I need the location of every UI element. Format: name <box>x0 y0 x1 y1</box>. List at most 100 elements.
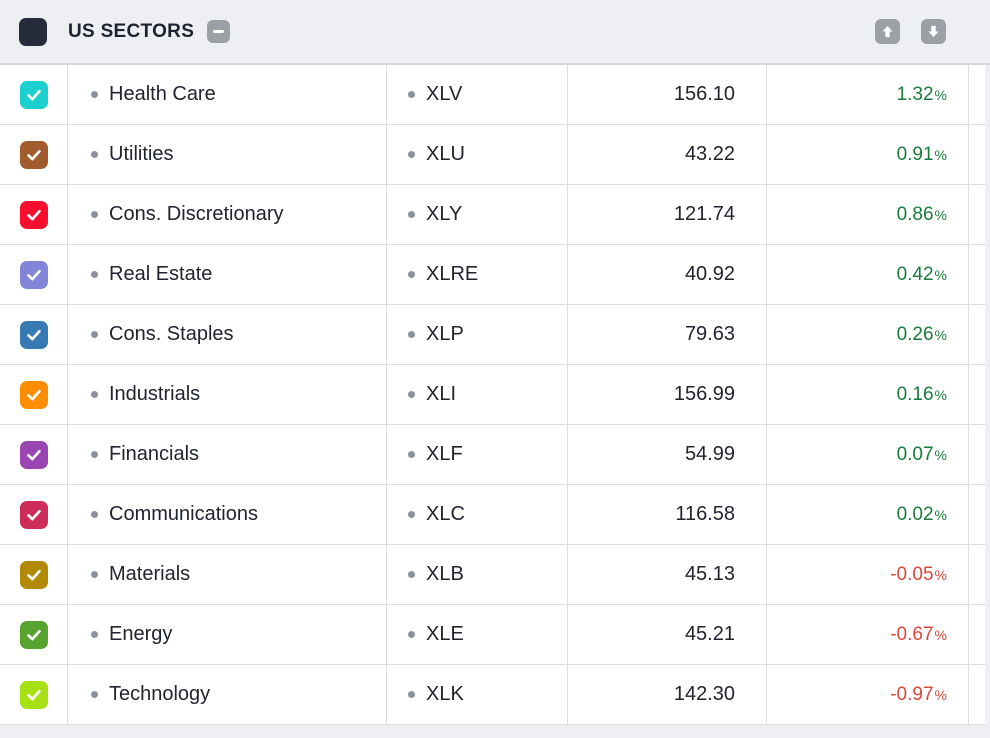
sector-cell: Communications <box>67 485 386 544</box>
row-checkbox[interactable] <box>19 620 48 649</box>
sector-label: Industrials <box>109 383 201 405</box>
table-row[interactable]: Financials XLF 54.99 0.07 % <box>0 425 985 485</box>
bullet-icon <box>91 151 98 158</box>
ticker-cell: XLC <box>386 485 567 544</box>
price-value: 116.58 <box>675 503 735 525</box>
checkbox-cell <box>0 65 67 124</box>
spacer-cell <box>968 245 985 304</box>
sector-cell: Technology <box>67 665 386 724</box>
checkbox-cell <box>0 125 67 184</box>
row-checkbox[interactable] <box>19 140 48 169</box>
change-cell: 1.32 % <box>766 65 968 124</box>
price-value: 45.13 <box>684 563 735 585</box>
percent-symbol: % <box>934 566 947 583</box>
change-value: -0.67 <box>890 623 934 645</box>
sector-label: Technology <box>109 683 211 705</box>
price-cell: 45.13 <box>567 545 766 604</box>
row-checkbox[interactable] <box>19 380 48 409</box>
bullet-icon <box>408 391 415 398</box>
table-row[interactable]: Materials XLB 45.13 -0.05 % <box>0 545 985 605</box>
move-up-button[interactable] <box>875 19 900 44</box>
minus-icon <box>213 30 225 33</box>
check-icon <box>26 209 41 220</box>
price-cell: 45.21 <box>567 605 766 664</box>
checkbox-cell <box>0 605 67 664</box>
spacer-cell <box>968 425 985 484</box>
change-value: 0.07 <box>896 443 934 465</box>
table-row[interactable]: Communications XLC 116.58 0.02 % <box>0 485 985 545</box>
bullet-icon <box>91 391 98 398</box>
check-icon <box>26 509 41 520</box>
row-checkbox[interactable] <box>19 680 48 709</box>
ticker-label: XLRE <box>426 263 479 285</box>
ticker-cell: XLP <box>386 305 567 364</box>
row-checkbox[interactable] <box>19 500 48 529</box>
sector-label: Energy <box>109 623 173 645</box>
ticker-cell: XLK <box>386 665 567 724</box>
table-row[interactable]: Utilities XLU 43.22 0.91 % <box>0 125 985 185</box>
sector-label: Utilities <box>109 143 174 165</box>
percent-symbol: % <box>934 626 947 643</box>
sector-label: Communications <box>109 503 258 525</box>
spacer-cell <box>968 125 985 184</box>
collapse-button[interactable] <box>207 20 231 43</box>
row-checkbox[interactable] <box>19 320 48 349</box>
table-row[interactable]: Technology XLK 142.30 -0.97 % <box>0 665 985 725</box>
sector-cell: Real Estate <box>67 245 386 304</box>
change-cell: 0.91 % <box>766 125 968 184</box>
sector-cell: Industrials <box>67 365 386 424</box>
percent-symbol: % <box>934 506 947 523</box>
table-row[interactable]: Real Estate XLRE 40.92 0.42 % <box>0 245 985 305</box>
row-checkbox[interactable] <box>19 200 48 229</box>
percent-symbol: % <box>934 146 947 163</box>
ticker-label: XLU <box>426 143 465 165</box>
percent-symbol: % <box>934 686 947 703</box>
table-row[interactable]: Industrials XLI 156.99 0.16 % <box>0 365 985 425</box>
spacer-cell <box>968 485 985 544</box>
bullet-icon <box>408 211 415 218</box>
bullet-icon <box>408 271 415 278</box>
change-cell: -0.05 % <box>766 545 968 604</box>
check-icon <box>26 389 41 400</box>
price-value: 40.92 <box>684 263 735 285</box>
change-cell: 0.07 % <box>766 425 968 484</box>
price-cell: 54.99 <box>567 425 766 484</box>
row-checkbox[interactable] <box>19 560 48 589</box>
ticker-label: XLI <box>426 383 457 405</box>
spacer-cell <box>968 305 985 364</box>
bullet-icon <box>91 571 98 578</box>
row-checkbox[interactable] <box>19 440 48 469</box>
checkbox-cell <box>0 425 67 484</box>
checkbox-cell <box>0 665 67 724</box>
table-row[interactable]: Cons. Staples XLP 79.63 0.26 % <box>0 305 985 365</box>
move-down-button[interactable] <box>921 19 946 44</box>
page-title: US SECTORS <box>68 20 195 42</box>
bullet-icon <box>408 451 415 458</box>
spacer-cell <box>968 605 985 664</box>
bullet-icon <box>408 151 415 158</box>
change-value: 0.91 <box>896 143 934 165</box>
row-checkbox[interactable] <box>19 80 48 109</box>
price-value: 156.99 <box>673 383 735 405</box>
sector-label: Real Estate <box>109 263 213 285</box>
sector-cell: Utilities <box>67 125 386 184</box>
price-cell: 156.10 <box>567 65 766 124</box>
table-row[interactable]: Health Care XLV 156.10 1.32 % <box>0 65 985 125</box>
table-row[interactable]: Energy XLE 45.21 -0.67 % <box>0 605 985 665</box>
price-value: 156.10 <box>673 83 735 105</box>
percent-symbol: % <box>934 446 947 463</box>
sector-cell: Cons. Discretionary <box>67 185 386 244</box>
bullet-icon <box>91 631 98 638</box>
checkbox-cell <box>0 545 67 604</box>
bullet-icon <box>408 331 415 338</box>
ticker-label: XLK <box>426 683 464 705</box>
check-icon <box>26 449 41 460</box>
ticker-cell: XLU <box>386 125 567 184</box>
table-row[interactable]: Cons. Discretionary XLY 121.74 0.86 % <box>0 185 985 245</box>
row-checkbox[interactable] <box>19 260 48 289</box>
change-value: 0.86 <box>896 203 934 225</box>
bullet-icon <box>408 571 415 578</box>
sectors-table: Health Care XLV 156.10 1.32 % Utilities <box>0 65 985 725</box>
price-cell: 116.58 <box>567 485 766 544</box>
select-all-checkbox[interactable] <box>19 17 47 46</box>
